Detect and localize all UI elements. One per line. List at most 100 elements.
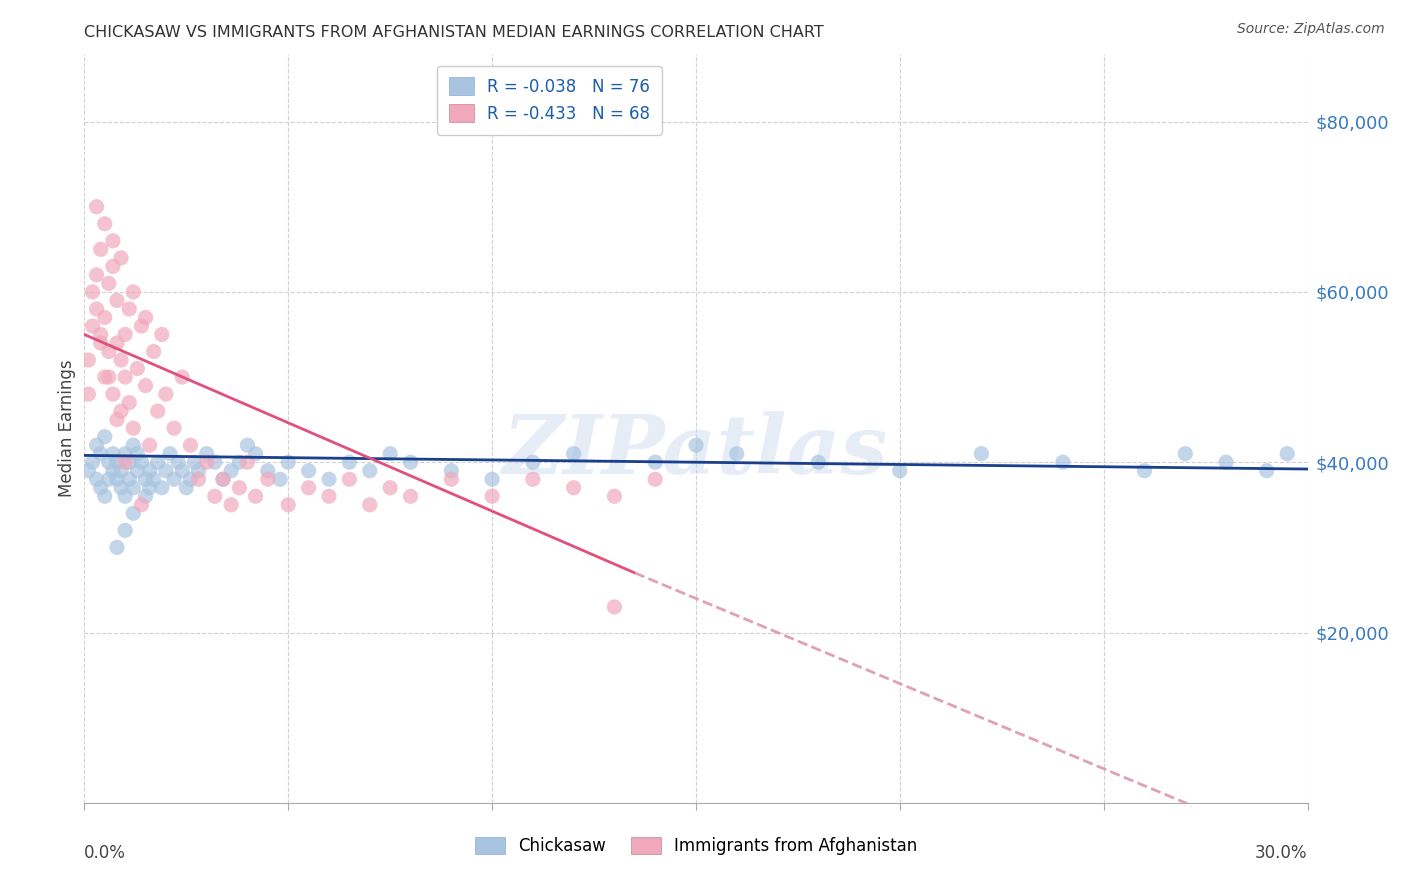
Point xyxy=(127,464,149,478)
Point xyxy=(101,387,124,401)
Point xyxy=(110,464,132,478)
Point xyxy=(146,404,169,418)
Point xyxy=(77,387,100,401)
Point xyxy=(155,387,177,401)
Point xyxy=(179,472,201,486)
Point xyxy=(97,370,120,384)
Point xyxy=(1133,464,1156,478)
Point xyxy=(159,447,181,461)
Point xyxy=(245,447,267,461)
Point xyxy=(204,455,226,469)
Point xyxy=(277,455,299,469)
Point xyxy=(1256,464,1278,478)
Point xyxy=(93,217,115,231)
Point xyxy=(219,464,242,478)
Y-axis label: Median Earnings: Median Earnings xyxy=(58,359,76,497)
Point xyxy=(195,447,218,461)
Legend: Chickasaw, Immigrants from Afghanistan: Chickasaw, Immigrants from Afghanistan xyxy=(468,830,924,862)
Point xyxy=(114,524,136,538)
Point xyxy=(135,310,157,325)
Point xyxy=(172,464,194,478)
Point xyxy=(970,447,993,461)
Point xyxy=(77,464,100,478)
Point xyxy=(122,438,145,452)
Point xyxy=(1052,455,1074,469)
Point xyxy=(359,464,381,478)
Point xyxy=(97,472,120,486)
Point xyxy=(114,370,136,384)
Point xyxy=(114,455,136,469)
Point xyxy=(101,447,124,461)
Point xyxy=(807,455,830,469)
Point xyxy=(122,421,145,435)
Point xyxy=(146,455,169,469)
Point xyxy=(228,455,250,469)
Point xyxy=(183,455,205,469)
Point xyxy=(122,481,145,495)
Point xyxy=(142,472,165,486)
Point xyxy=(86,472,108,486)
Point xyxy=(277,498,299,512)
Point xyxy=(1277,447,1299,461)
Point xyxy=(127,361,149,376)
Point xyxy=(399,455,422,469)
Point xyxy=(97,455,120,469)
Point xyxy=(644,455,666,469)
Point xyxy=(236,455,259,469)
Point xyxy=(110,481,132,495)
Point xyxy=(212,472,235,486)
Point xyxy=(118,301,141,316)
Point xyxy=(359,498,381,512)
Point xyxy=(114,447,136,461)
Point xyxy=(127,447,149,461)
Point xyxy=(481,472,503,486)
Point xyxy=(179,438,201,452)
Point xyxy=(93,310,115,325)
Point xyxy=(481,489,503,503)
Point xyxy=(101,234,124,248)
Point xyxy=(562,447,585,461)
Point xyxy=(86,268,108,282)
Point xyxy=(82,285,104,299)
Point xyxy=(603,489,626,503)
Point xyxy=(257,472,280,486)
Point xyxy=(118,472,141,486)
Point xyxy=(105,472,128,486)
Point xyxy=(228,481,250,495)
Point xyxy=(522,472,544,486)
Point xyxy=(90,243,112,257)
Point xyxy=(90,481,112,495)
Point xyxy=(318,489,340,503)
Point xyxy=(90,336,112,351)
Text: CHICKASAW VS IMMIGRANTS FROM AFGHANISTAN MEDIAN EARNINGS CORRELATION CHART: CHICKASAW VS IMMIGRANTS FROM AFGHANISTAN… xyxy=(84,25,824,40)
Point xyxy=(1174,447,1197,461)
Point xyxy=(122,285,145,299)
Point xyxy=(105,455,128,469)
Point xyxy=(163,472,186,486)
Point xyxy=(135,378,157,392)
Point xyxy=(522,455,544,469)
Point xyxy=(114,327,136,342)
Point xyxy=(101,260,124,274)
Point xyxy=(105,541,128,555)
Text: ZIPatlas: ZIPatlas xyxy=(503,410,889,491)
Point xyxy=(93,489,115,503)
Point xyxy=(82,455,104,469)
Point xyxy=(105,336,128,351)
Point xyxy=(97,344,120,359)
Point xyxy=(93,370,115,384)
Point xyxy=(105,293,128,308)
Point xyxy=(269,472,291,486)
Point xyxy=(131,498,153,512)
Point xyxy=(187,464,209,478)
Point xyxy=(118,455,141,469)
Point xyxy=(187,472,209,486)
Point xyxy=(138,438,160,452)
Point xyxy=(110,404,132,418)
Point xyxy=(380,481,402,495)
Point xyxy=(155,464,177,478)
Text: Source: ZipAtlas.com: Source: ZipAtlas.com xyxy=(1237,22,1385,37)
Point xyxy=(219,498,242,512)
Point xyxy=(150,481,173,495)
Point xyxy=(298,464,321,478)
